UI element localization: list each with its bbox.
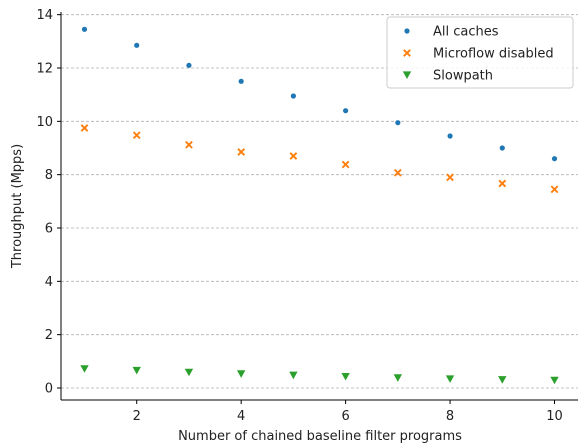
- y-tick-label: 0: [45, 382, 53, 397]
- legend-label: Microflow disabled: [433, 47, 554, 62]
- data-point: [290, 93, 296, 99]
- data-point: [393, 374, 403, 382]
- data-point: [395, 120, 401, 126]
- data-point: [498, 179, 507, 188]
- data-point: [447, 133, 453, 139]
- data-point: [186, 62, 192, 68]
- data-point: [289, 371, 298, 380]
- y-tick-label: 10: [36, 115, 53, 130]
- x-axis-label: Number of chained baseline filter progra…: [178, 429, 462, 444]
- ticks: 0 2 4 6 8 10 12 14 2 4 6 8 10: [36, 8, 562, 424]
- legend-marker: [403, 49, 411, 57]
- data-point: [238, 78, 244, 84]
- y-tick-label: 8: [45, 168, 53, 183]
- data-point: [80, 124, 89, 132]
- series-1: [80, 124, 559, 194]
- data-points: [80, 26, 559, 385]
- data-point: [343, 108, 349, 114]
- x-tick-label: 4: [237, 409, 245, 424]
- legend-marker: [404, 28, 410, 34]
- data-point: [184, 368, 194, 377]
- y-axis-label: Throughput (Mpps): [10, 144, 25, 269]
- legend-label: All caches: [433, 25, 499, 40]
- axes: [60, 12, 578, 401]
- data-point: [341, 372, 350, 381]
- data-point: [550, 376, 559, 385]
- data-point: [80, 365, 89, 373]
- data-point: [134, 42, 140, 48]
- x-tick-label: 8: [446, 409, 454, 424]
- data-point: [499, 145, 505, 151]
- data-point: [393, 168, 402, 177]
- data-point: [550, 185, 559, 194]
- legend: All caches Microflow disabled Slowpath: [386, 16, 574, 89]
- legend-label: Slowpath: [433, 69, 493, 84]
- data-point: [132, 131, 141, 140]
- y-tick-label: 2: [45, 328, 53, 343]
- data-point: [551, 156, 558, 162]
- series-2: [80, 365, 559, 385]
- x-tick-label: 2: [133, 409, 141, 424]
- y-tick-label: 6: [45, 222, 53, 237]
- data-point: [341, 160, 350, 169]
- data-point: [132, 366, 141, 375]
- data-point: [446, 173, 454, 182]
- data-point: [498, 376, 507, 384]
- y-tick-label: 12: [36, 62, 53, 77]
- legend-marker: [402, 71, 412, 79]
- data-point: [289, 152, 298, 160]
- data-point: [185, 140, 193, 149]
- data-point: [237, 148, 246, 156]
- y-tick-label: 4: [45, 275, 53, 290]
- data-point: [445, 375, 455, 383]
- data-point: [81, 26, 88, 32]
- x-tick-label: 10: [546, 409, 563, 424]
- data-point: [236, 370, 246, 378]
- x-tick-label: 6: [341, 409, 349, 424]
- y-tick-label: 14: [36, 8, 53, 23]
- series-0: [81, 26, 558, 162]
- legend-box: [386, 16, 574, 89]
